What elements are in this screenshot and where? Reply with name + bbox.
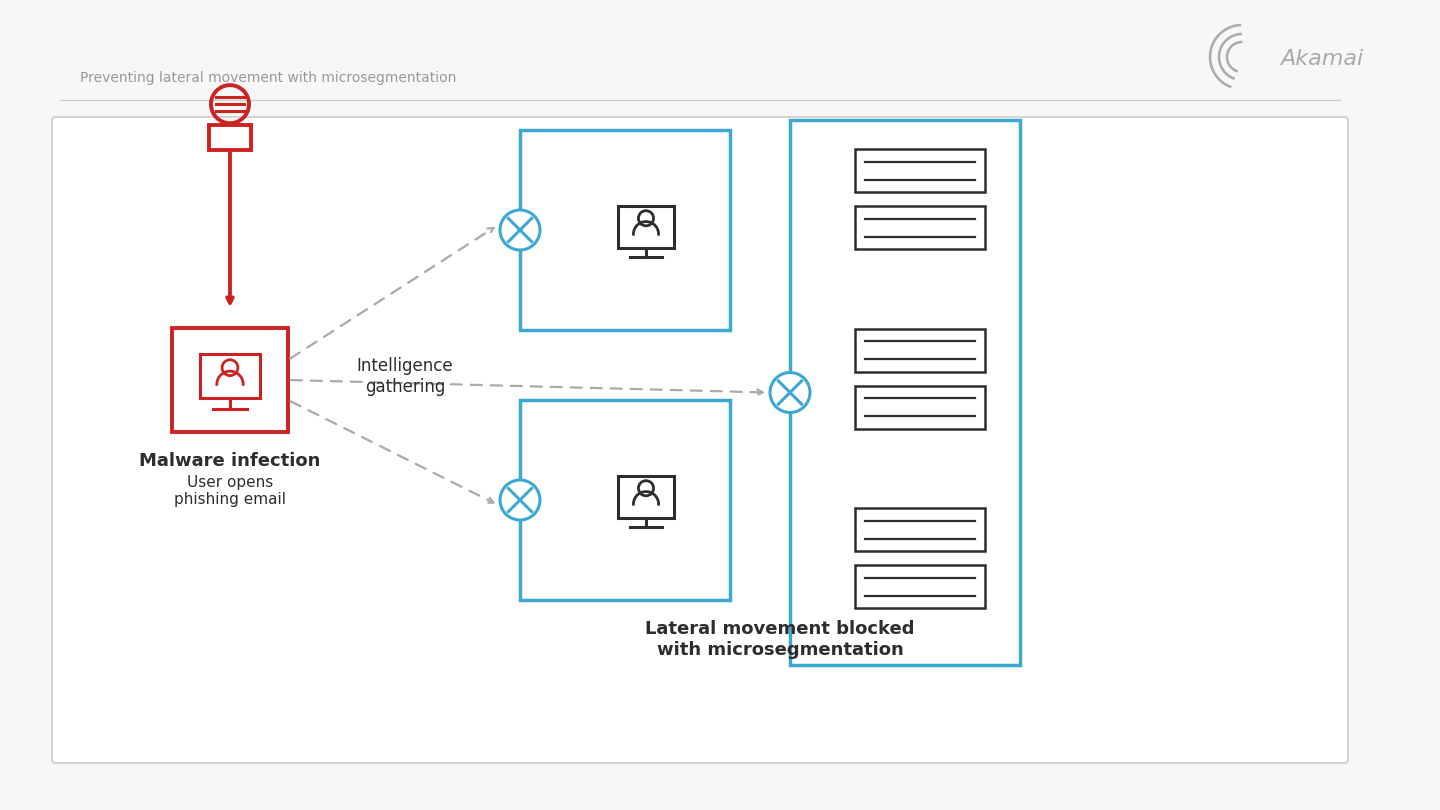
FancyBboxPatch shape <box>209 125 251 151</box>
FancyBboxPatch shape <box>855 509 985 552</box>
FancyBboxPatch shape <box>855 149 985 192</box>
FancyBboxPatch shape <box>618 475 674 518</box>
FancyBboxPatch shape <box>855 329 985 372</box>
FancyBboxPatch shape <box>855 386 985 428</box>
FancyBboxPatch shape <box>520 130 730 330</box>
FancyBboxPatch shape <box>52 117 1348 763</box>
Circle shape <box>500 480 540 520</box>
Text: Malware infection: Malware infection <box>140 452 321 470</box>
FancyBboxPatch shape <box>171 328 288 432</box>
Circle shape <box>500 210 540 250</box>
FancyBboxPatch shape <box>520 400 730 600</box>
FancyBboxPatch shape <box>200 355 259 399</box>
Text: User opens
phishing email: User opens phishing email <box>174 475 287 507</box>
Text: Intelligence
gathering: Intelligence gathering <box>357 357 454 395</box>
FancyBboxPatch shape <box>855 206 985 249</box>
Text: Akamai: Akamai <box>1280 49 1364 69</box>
FancyBboxPatch shape <box>791 120 1020 665</box>
FancyBboxPatch shape <box>618 206 674 248</box>
FancyBboxPatch shape <box>855 565 985 608</box>
Text: Lateral movement blocked
with microsegmentation: Lateral movement blocked with microsegme… <box>645 620 914 659</box>
Text: Preventing lateral movement with microsegmentation: Preventing lateral movement with microse… <box>81 71 456 85</box>
Circle shape <box>770 373 809 412</box>
